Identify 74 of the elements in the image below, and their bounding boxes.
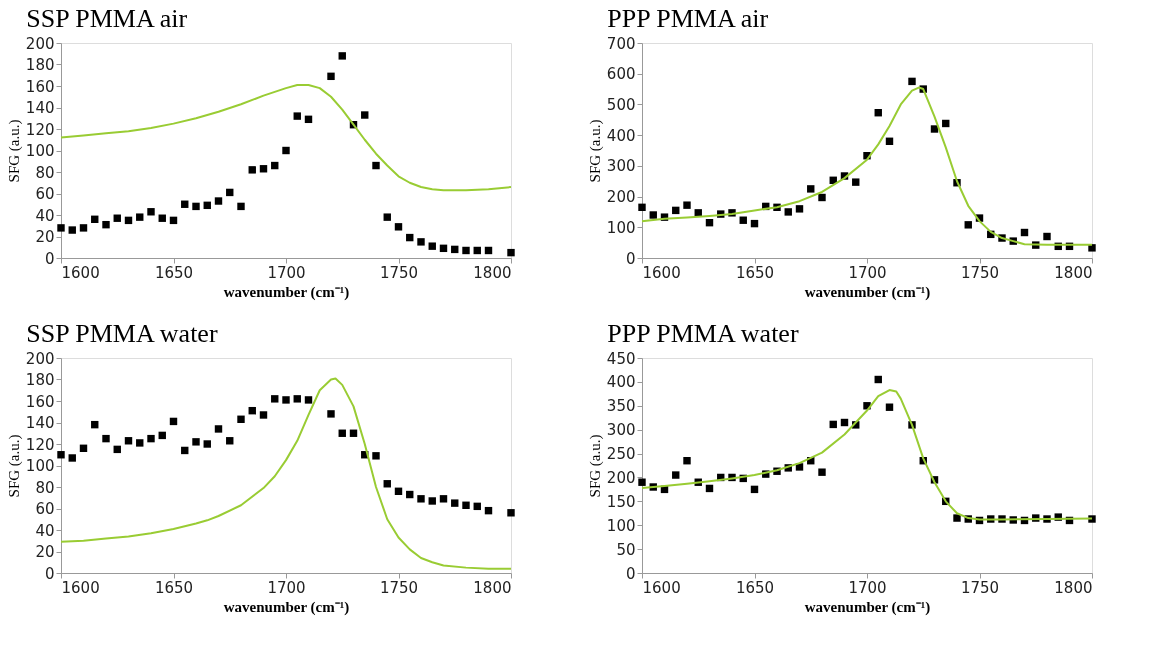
y-tick-label: 50 xyxy=(616,540,636,559)
x-tick-label: 1750 xyxy=(379,578,419,597)
x-tick-label: 1700 xyxy=(267,578,306,597)
x-axis-title: wavenumber (cm⁻¹) xyxy=(223,283,350,301)
y-tick-label: 20 xyxy=(35,543,55,561)
y-tick-label: 250 xyxy=(606,445,636,464)
x-axis-title: wavenumber (cm⁻¹) xyxy=(223,598,350,616)
y-tick-label: 0 xyxy=(625,249,636,268)
chart-title: SSP PMMA air xyxy=(26,4,188,33)
line-series xyxy=(60,83,512,192)
y-tick-label: 200 xyxy=(25,349,55,368)
y-tick-label: 0 xyxy=(44,564,55,583)
y-tick-label: 0 xyxy=(44,249,55,268)
x-tick-label: 1650 xyxy=(735,578,775,597)
x-tick-label: 1650 xyxy=(154,578,194,597)
x-tick-label: 1800 xyxy=(473,578,512,597)
y-tick-label: 180 xyxy=(25,56,55,74)
y-tick-label: 500 xyxy=(606,95,636,114)
chart-title: PPP PMMA water xyxy=(607,319,799,348)
x-tick-label: 1700 xyxy=(848,578,887,597)
x-tick-label: 1600 xyxy=(61,578,100,597)
y-tick-label: 60 xyxy=(35,185,55,203)
y-axis-title: SFG (a.u.) xyxy=(5,119,23,183)
y-tick-label: 150 xyxy=(606,492,636,511)
y-tick-label: 600 xyxy=(606,65,636,84)
x-tick-label: 1600 xyxy=(61,263,100,282)
y-tick-label: 120 xyxy=(25,120,55,139)
x-tick-label: 1650 xyxy=(735,263,775,282)
x-tick-label: 1600 xyxy=(642,263,681,282)
x-tick-label: 1750 xyxy=(960,578,1000,597)
y-tick-label: 100 xyxy=(606,218,636,237)
y-tick-label: 40 xyxy=(35,521,55,540)
x-axis-title: wavenumber (cm⁻¹) xyxy=(804,283,931,301)
y-tick-label: 300 xyxy=(606,421,636,440)
y-tick-label: 100 xyxy=(606,516,636,535)
x-tick-label: 1650 xyxy=(154,263,194,282)
chart-title: SSP PMMA water xyxy=(26,319,218,348)
y-tick-label: 100 xyxy=(25,457,55,475)
chart-title: PPP PMMA air xyxy=(607,4,769,33)
y-axis-title: SFG (a.u.) xyxy=(586,434,604,498)
y-tick-label: 350 xyxy=(606,397,636,416)
y-tick-label: 200 xyxy=(606,468,636,487)
y-tick-label: 80 xyxy=(35,163,55,182)
y-tick-label: 400 xyxy=(606,126,636,145)
x-tick-label: 1800 xyxy=(473,263,512,282)
y-tick-label: 60 xyxy=(35,500,55,518)
y-tick-label: 0 xyxy=(625,564,636,583)
y-tick-label: 200 xyxy=(606,188,636,207)
y-tick-label: 300 xyxy=(606,157,636,176)
y-tick-label: 450 xyxy=(606,349,636,368)
x-tick-label: 1750 xyxy=(960,263,1000,282)
line-series xyxy=(60,377,512,570)
y-axis-title: SFG (a.u.) xyxy=(586,119,604,183)
y-tick-label: 160 xyxy=(25,392,55,411)
y-tick-label: 40 xyxy=(35,206,55,225)
y-tick-label: 400 xyxy=(606,373,636,392)
y-axis-title: SFG (a.u.) xyxy=(5,434,23,498)
y-tick-label: 100 xyxy=(25,142,55,160)
y-tick-label: 700 xyxy=(606,34,636,53)
x-tick-label: 1600 xyxy=(642,578,681,597)
y-tick-label: 160 xyxy=(25,77,55,96)
y-tick-label: 80 xyxy=(35,478,55,497)
x-tick-label: 1750 xyxy=(379,263,419,282)
y-tick-label: 180 xyxy=(25,371,55,389)
y-tick-label: 140 xyxy=(25,414,55,432)
x-tick-label: 1800 xyxy=(1054,578,1093,597)
x-tick-label: 1700 xyxy=(848,263,887,282)
x-tick-label: 1700 xyxy=(267,263,306,282)
x-tick-label: 1800 xyxy=(1054,263,1093,282)
y-tick-label: 20 xyxy=(35,228,55,246)
x-axis-title: wavenumber (cm⁻¹) xyxy=(804,598,931,616)
y-tick-label: 200 xyxy=(25,34,55,53)
y-tick-label: 140 xyxy=(25,99,55,117)
y-tick-label: 120 xyxy=(25,435,55,454)
